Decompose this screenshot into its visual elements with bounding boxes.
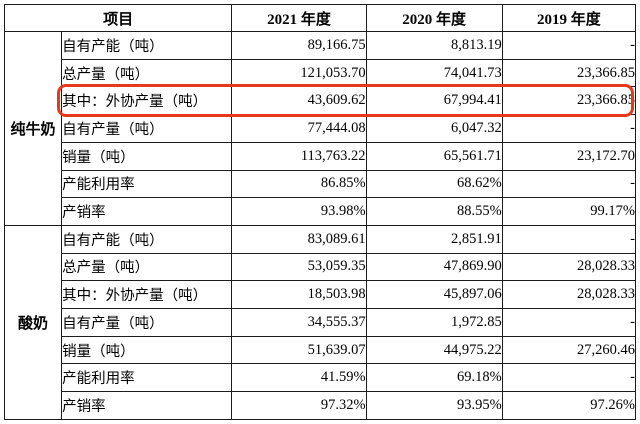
row-label: 产能利用率 [61, 363, 233, 393]
row-label: 自有产量（吨） [61, 114, 233, 143]
cell-2021: 34,555.37 [231, 308, 367, 337]
header-2020: 2020 年度 [365, 4, 503, 32]
cell-2021: 41.59% [231, 363, 367, 393]
cell-2019: 27,260.46 [501, 335, 637, 365]
row-label: 产销率 [61, 391, 233, 420]
cell-2021: 51,639.07 [231, 335, 367, 365]
table-row: 总产量（吨） 121,053.70 74,041.73 23,366.85 [5, 58, 637, 88]
header-item: 项目 [3, 4, 233, 32]
cell-2021: 121,053.70 [231, 58, 367, 88]
table-row-highlighted: 其中：外协产量（吨） 43,609.62 67,994.41 23,366.85 [5, 86, 637, 116]
table-row: 自有产量（吨） 77,444.08 6,047.32 - [5, 114, 637, 143]
row-label: 自有产量（吨） [61, 308, 233, 337]
cell-2020: 74,041.73 [365, 58, 503, 88]
category-yogurt: 酸奶 [3, 224, 63, 421]
table-row: 其中：外协产量（吨） 18,503.98 45,897.06 28,028.33 [5, 280, 637, 310]
cell-2021: 93.98% [231, 197, 367, 226]
table-row: 销量（吨） 51,639.07 44,975.22 27,260.46 [5, 335, 637, 365]
table-row: 自有产量（吨） 34,555.37 1,972.85 - [5, 308, 637, 337]
cell-2021: 97.32% [231, 391, 367, 420]
cell-2019: - [501, 31, 637, 60]
cell-2020: 2,851.91 [365, 224, 503, 254]
category-pure-milk: 纯牛奶 [3, 31, 63, 226]
cell-2020: 65,561.71 [365, 141, 503, 171]
row-label: 自有产能（吨） [61, 31, 233, 60]
row-label: 销量（吨） [61, 335, 233, 365]
cell-2019: - [501, 169, 637, 199]
table-row: 总产量（吨） 53,059.35 47,869.90 28,028.33 [5, 252, 637, 282]
cell-2019: 97.26% [501, 391, 637, 420]
cell-2020: 88.55% [365, 197, 503, 226]
row-label: 其中：外协产量（吨） [61, 86, 233, 116]
cell-2019: - [501, 224, 637, 254]
cell-2019: 28,028.33 [501, 280, 637, 310]
table-row: 产能利用率 41.59% 69.18% - [5, 363, 637, 393]
header-2021: 2021 年度 [231, 4, 367, 32]
cell-2020: 67,994.41 [365, 86, 503, 116]
cell-2021: 86.85% [231, 169, 367, 199]
cell-2020: 8,813.19 [365, 31, 503, 60]
cell-2021: 83,089.61 [231, 224, 367, 254]
cell-2020: 69.18% [365, 363, 503, 393]
cell-2019: 23,366.85 [501, 58, 637, 88]
cell-2021: 53,059.35 [231, 252, 367, 282]
table-row: 销量（吨） 113,763.22 65,561.71 23,172.70 [5, 141, 637, 171]
cell-2021: 89,166.75 [231, 31, 367, 60]
row-label: 销量（吨） [61, 141, 233, 171]
cell-2020: 1,972.85 [365, 308, 503, 337]
table-row: 产能利用率 86.85% 68.62% - [5, 169, 637, 199]
cell-2020: 44,975.22 [365, 335, 503, 365]
cell-2021: 18,503.98 [231, 280, 367, 310]
cell-2019: 23,366.85 [501, 86, 637, 116]
table-row: 产销率 97.32% 93.95% 97.26% [5, 391, 637, 420]
row-label: 产销率 [61, 197, 233, 226]
cell-2019: - [501, 308, 637, 337]
row-label: 总产量（吨） [61, 252, 233, 282]
table-row: 酸奶 自有产能（吨） 83,089.61 2,851.91 - [3, 224, 637, 421]
header-2019: 2019 年度 [501, 4, 637, 32]
cell-2021: 77,444.08 [231, 114, 367, 143]
table-row: 产销率 93.98% 88.55% 99.17% [5, 197, 637, 226]
row-label: 产能利用率 [61, 169, 233, 199]
cell-2019: 23,172.70 [501, 141, 637, 171]
cell-2020: 68.62% [365, 169, 503, 199]
cell-2019: - [501, 114, 637, 143]
header-row: 项目 2021 年度 2020 年度 2019 年度 [3, 4, 637, 32]
row-label: 总产量（吨） [61, 58, 233, 88]
cell-2020: 45,897.06 [365, 280, 503, 310]
table-row: 纯牛奶 自有产能（吨） 89,166.75 8,813.19 - [3, 31, 637, 226]
cell-2019: 28,028.33 [501, 252, 637, 282]
row-label: 其中：外协产量（吨） [61, 280, 233, 310]
production-capacity-table: 项目 2021 年度 2020 年度 2019 年度 纯牛奶 自有产能（吨） 8… [3, 4, 637, 421]
cell-2019: 99.17% [501, 197, 637, 226]
cell-2021: 43,609.62 [231, 86, 367, 116]
cell-2019: - [501, 363, 637, 393]
cell-2021: 113,763.22 [231, 141, 367, 171]
cell-2020: 93.95% [365, 391, 503, 420]
cell-2020: 6,047.32 [365, 114, 503, 143]
cell-2020: 47,869.90 [365, 252, 503, 282]
row-label: 自有产能（吨） [61, 224, 233, 254]
